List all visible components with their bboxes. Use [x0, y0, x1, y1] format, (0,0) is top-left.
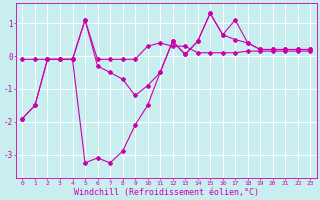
X-axis label: Windchill (Refroidissement éolien,°C): Windchill (Refroidissement éolien,°C) [74, 188, 259, 197]
